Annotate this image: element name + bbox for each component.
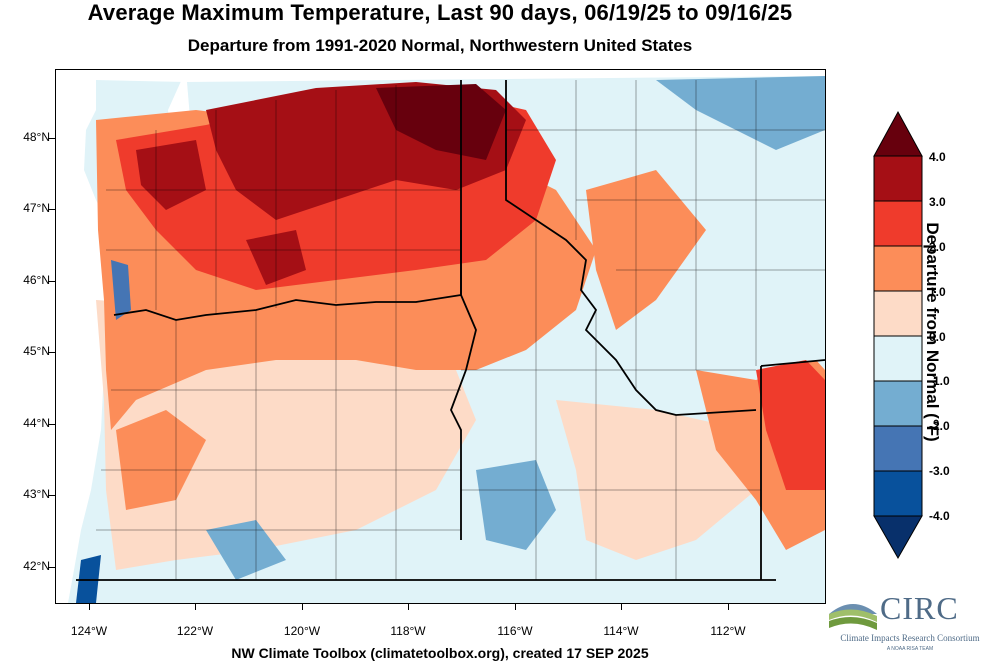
legend-title: Departure from Normal (°F) bbox=[872, 192, 992, 472]
lon-tick bbox=[621, 603, 622, 610]
lon-label-118: 118°W bbox=[390, 624, 426, 638]
lat-label-48: 48°N bbox=[23, 130, 50, 144]
legend-arrow-top bbox=[873, 110, 923, 157]
legend-colorbar bbox=[873, 110, 923, 560]
lat-label-44: 44°N bbox=[23, 416, 50, 430]
map-subtitle: Departure from 1991-2020 Normal, Northwe… bbox=[187, 36, 693, 55]
lon-label-122: 122°W bbox=[176, 624, 214, 638]
circ-logo-icon bbox=[829, 604, 877, 630]
legend-label: -2.0 bbox=[929, 419, 950, 433]
legend-label: 1.0 bbox=[929, 285, 946, 299]
lon-tick bbox=[408, 603, 409, 610]
lon-tick bbox=[89, 603, 90, 610]
lat-label-47: 47°N bbox=[23, 201, 50, 215]
legend-swatch bbox=[873, 425, 923, 472]
temperature-departure-map bbox=[56, 70, 825, 603]
region-departure-minus3-minus4-coast bbox=[76, 555, 101, 603]
legend-label: -4.0 bbox=[929, 509, 950, 523]
legend-swatch bbox=[873, 380, 923, 427]
legend-swatch bbox=[873, 290, 923, 337]
circ-logo-tagline: A NOAA RISA TEAM bbox=[886, 646, 934, 652]
county-borders bbox=[96, 80, 825, 580]
legend-label: 0.0 bbox=[929, 330, 946, 344]
lat-tick bbox=[48, 567, 55, 568]
ocean bbox=[56, 70, 116, 603]
legend-label: -3.0 bbox=[929, 464, 950, 478]
region-departure-1-2-oregon bbox=[116, 410, 206, 510]
lat-tick bbox=[48, 209, 55, 210]
region-departure-1-2-montana bbox=[586, 170, 706, 330]
legend-label: 4.0 bbox=[929, 150, 946, 164]
region-departure-0-1-east bbox=[556, 400, 756, 560]
legend-swatch bbox=[873, 335, 923, 382]
region-departure-minus2-minus3-coast bbox=[111, 260, 131, 320]
lon-label-114: 114°W bbox=[603, 624, 639, 638]
region-departure-minus1-minus2-oregon bbox=[206, 520, 286, 580]
lon-tick bbox=[302, 603, 303, 610]
lat-tick bbox=[48, 138, 55, 139]
map-area bbox=[55, 69, 826, 604]
legend-label: -1.0 bbox=[929, 374, 950, 388]
lat-label-43: 43°N bbox=[23, 487, 50, 501]
legend-label: 2.0 bbox=[929, 240, 946, 254]
map-title: Average Maximum Temperature, Last 90 day… bbox=[87, 0, 793, 25]
region-departure-over-4 bbox=[376, 84, 506, 160]
region-departure-minus1-minus2-montana bbox=[656, 76, 825, 150]
lon-label-124: 124°W bbox=[70, 624, 108, 638]
lat-label-45: 45°N bbox=[23, 344, 50, 358]
lat-tick bbox=[48, 495, 55, 496]
circ-logo-subtitle: Climate Impacts Research Consortium bbox=[840, 633, 980, 643]
lon-tick bbox=[728, 603, 729, 610]
lon-label-112: 112°W bbox=[710, 624, 746, 638]
lon-tick bbox=[515, 603, 516, 610]
canada-area bbox=[96, 70, 825, 82]
lat-tick bbox=[48, 352, 55, 353]
legend-arrow-bottom bbox=[873, 515, 923, 560]
region-departure-2-3-wyoming bbox=[756, 360, 825, 490]
lon-label-116: 116°W bbox=[497, 624, 533, 638]
lat-tick bbox=[48, 424, 55, 425]
legend-label: 3.0 bbox=[929, 195, 946, 209]
lat-label-46: 46°N bbox=[23, 273, 50, 287]
legend-swatch bbox=[873, 200, 923, 247]
lat-label-42: 42°N bbox=[23, 559, 50, 573]
legend-swatch bbox=[873, 470, 923, 517]
legend-swatch bbox=[873, 245, 923, 292]
lat-tick bbox=[48, 281, 55, 282]
footer-credit: NW Climate Toolbox (climatetoolbox.org),… bbox=[231, 645, 649, 661]
region-departure-3-4-olympic bbox=[136, 140, 206, 210]
legend-title-text: Departure from Normal (°F) bbox=[923, 222, 942, 442]
lon-label-120: 120°W bbox=[283, 624, 321, 638]
lon-tick bbox=[195, 603, 196, 610]
legend-swatch bbox=[873, 155, 923, 202]
circ-logo-name: CIRC bbox=[880, 590, 959, 626]
